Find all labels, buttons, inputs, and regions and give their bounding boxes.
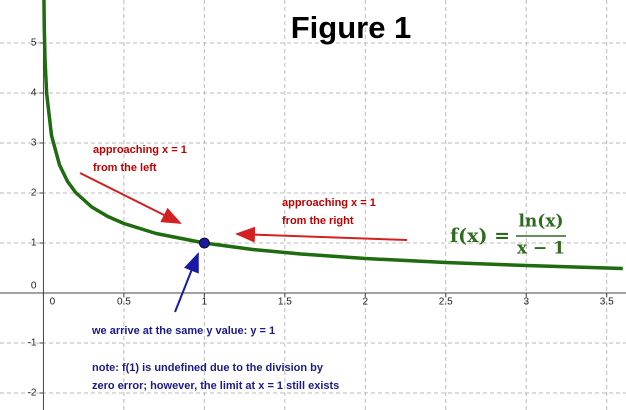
y-tick-label: -1 (28, 338, 37, 349)
annotation: approaching x = 1 (93, 144, 187, 156)
curve (42, 0, 623, 271)
annotation: note: f(1) is undefined due to the divis… (92, 362, 324, 374)
y-tick-label: 4 (31, 88, 37, 99)
x-tick-label: 0 (50, 297, 56, 308)
x-tick-label: 2 (363, 297, 369, 308)
y-tick-label: 3 (31, 138, 37, 149)
y-tick-label: 5 (31, 38, 37, 49)
formula-numerator: ln(x) (518, 212, 563, 232)
annotation: from the left (93, 162, 157, 174)
annotation: zero error; however, the limit at x = 1 … (92, 380, 339, 392)
x-tick-label: 0.5 (117, 297, 131, 308)
y-tick-label: -2 (28, 388, 37, 399)
y-tick-label: 0 (31, 281, 37, 292)
annotation: approaching x = 1 (282, 197, 376, 209)
y-tick-label: 2 (31, 188, 37, 199)
limit-point (198, 237, 210, 249)
x-tick-label: 2.5 (439, 297, 453, 308)
plot (42, 0, 623, 271)
x-tick-label: 1.5 (278, 297, 292, 308)
annotation: we arrive at the same y value: y = 1 (91, 325, 275, 337)
formula-denominator: x − 1 (517, 239, 565, 259)
formula: f(x) = ln(x) x − 1 (450, 212, 566, 259)
x-tick-label: 3 (523, 297, 529, 308)
formula-lhs: f(x) = (450, 225, 510, 247)
x-tick-label: 1 (202, 297, 208, 308)
annotation: from the right (282, 215, 354, 227)
arrow (235, 226, 408, 243)
chart-title: Figure 1 (291, 10, 412, 45)
x-tick-label: 3.5 (600, 297, 614, 308)
arrow (79, 172, 182, 224)
arrow (174, 252, 199, 313)
y-tick-label: 1 (31, 238, 37, 249)
